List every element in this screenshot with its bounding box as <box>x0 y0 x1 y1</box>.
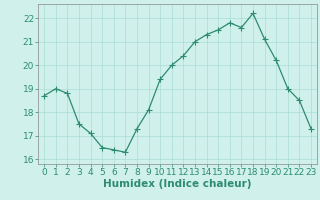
X-axis label: Humidex (Indice chaleur): Humidex (Indice chaleur) <box>103 179 252 189</box>
